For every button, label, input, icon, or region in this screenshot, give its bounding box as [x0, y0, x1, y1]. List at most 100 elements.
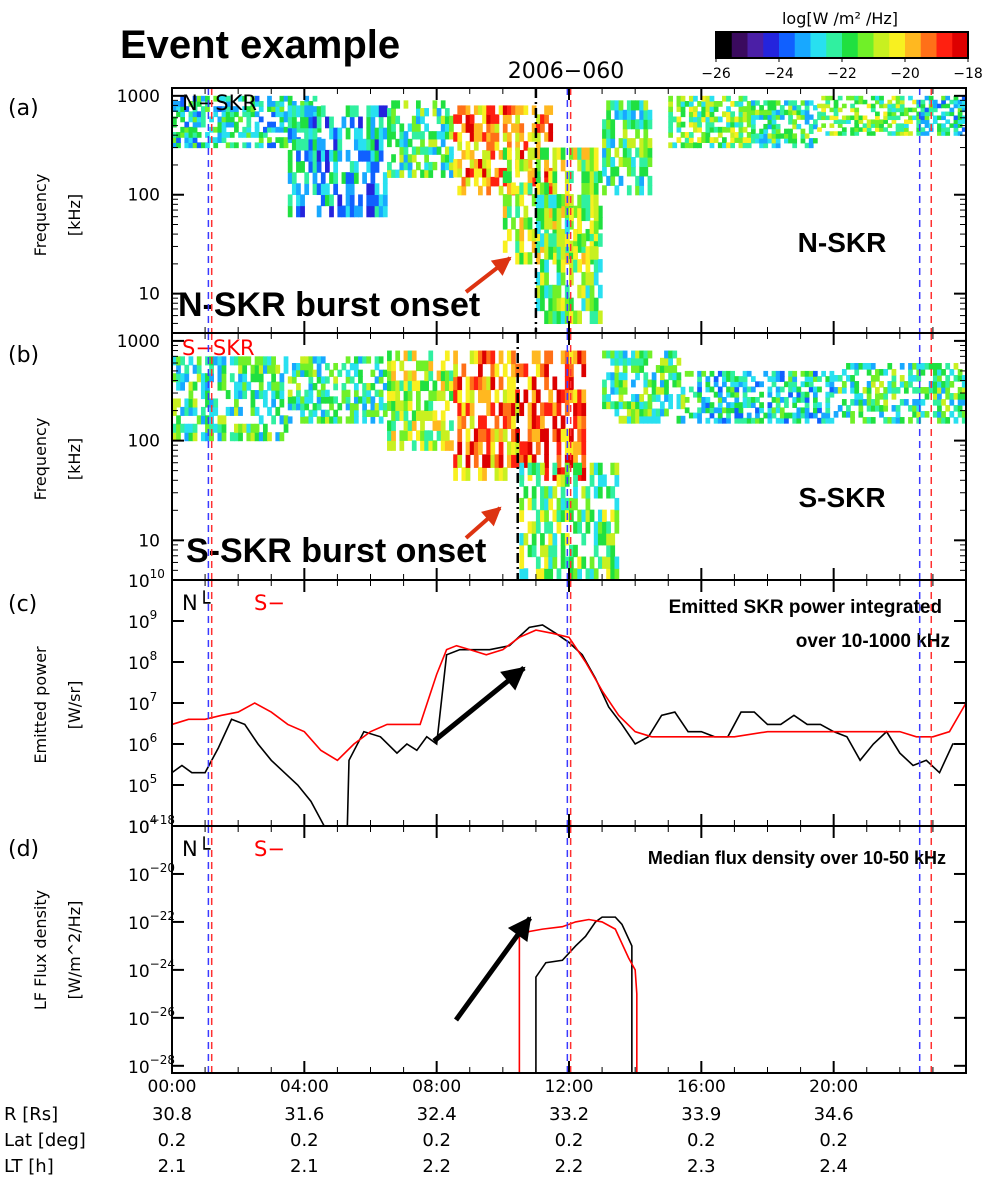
spectrogram-cell: [808, 142, 814, 149]
spectrogram-cell: [709, 407, 715, 414]
spectrogram-cell: [552, 170, 558, 184]
spectrogram-cell: [722, 376, 727, 382]
spectrogram-cell: [395, 115, 401, 125]
spectrogram-cell: [581, 271, 587, 286]
spectrogram-cell: [283, 423, 289, 433]
spectrogram-cell: [304, 95, 310, 102]
annotation-median-flux: Median flux density over 10-50 kHz: [648, 848, 946, 868]
spectrogram-cell: [788, 376, 793, 382]
spectrogram-cell: [767, 412, 773, 419]
spectrogram-cell: [953, 123, 959, 128]
spectrogram-cell: [622, 147, 628, 158]
spectrogram-cell: [709, 106, 715, 112]
spectrogram-cell: [912, 107, 917, 113]
spectrogram-cell: [767, 119, 773, 125]
spectrogram-cell: [172, 406, 177, 416]
spectrogram-cell: [618, 100, 624, 111]
spectrogram-cell: [544, 350, 549, 365]
spectrogram-cell: [891, 417, 897, 424]
spectrogram-cell: [945, 131, 951, 136]
spectrogram-cell: [515, 132, 520, 142]
spectrogram-cell: [610, 568, 616, 581]
y-tick-label: 100: [128, 186, 160, 206]
spectrogram-cell: [825, 396, 831, 403]
spectrogram-cell: [672, 142, 678, 149]
spectrogram-cell: [184, 137, 190, 143]
spectrogram-cell: [478, 467, 483, 481]
spectrogram-cell: [734, 402, 740, 409]
time-tick-label: 00:00: [148, 1077, 197, 1097]
spectrogram-cell: [618, 394, 624, 402]
spectrogram-cell: [556, 220, 562, 234]
spectrogram-cell: [593, 246, 599, 260]
spectrogram-cell: [788, 128, 793, 134]
spectrogram-cell: [246, 121, 252, 128]
spectrogram-cell: [854, 363, 860, 370]
spectrogram-cell: [172, 423, 177, 433]
spectrogram-cell: [353, 105, 359, 118]
spectrogram-cell: [221, 121, 227, 128]
spectrogram-cell: [610, 462, 616, 476]
spectrogram-cell: [932, 411, 938, 418]
spectrogram-cell: [387, 123, 392, 132]
y-tick-label: 10−24: [128, 957, 175, 982]
y-tick-label: 1000: [117, 332, 160, 352]
spectrogram-cell: [622, 357, 628, 366]
spectrogram-cell: [308, 409, 314, 417]
spectrogram-cell: [945, 381, 951, 388]
spectrogram-cell: [622, 401, 628, 410]
spectrogram-cell: [606, 533, 611, 546]
spectrogram-cell: [238, 432, 243, 442]
spectrogram-cell: [544, 176, 549, 187]
spectrogram-cell: [775, 417, 781, 424]
spectrogram-cell: [755, 133, 760, 139]
spectrogram-cell: [287, 116, 293, 129]
spectrogram-cell: [544, 159, 549, 172]
spectrogram-cell: [821, 370, 826, 377]
spectrogram-cell: [229, 132, 235, 138]
spectrogram-cell: [478, 363, 483, 378]
spectrogram-cell: [920, 369, 926, 376]
spectrogram-cell: [705, 402, 711, 409]
spectrogram-cell: [635, 147, 640, 158]
spectrogram-cell: [531, 402, 537, 417]
spectrogram-cell: [585, 159, 591, 172]
spectrogram-cell: [478, 415, 483, 429]
spectrogram-cell: [498, 350, 504, 365]
spectrogram-cell: [196, 111, 202, 118]
spectrogram-cell: [610, 138, 616, 149]
spectrogram-cell: [693, 121, 698, 128]
spectrogram-cell: [486, 176, 492, 187]
panel-corner-label: S−SKR: [182, 336, 255, 360]
spectrogram-cell: [337, 138, 343, 151]
spectrogram-cell: [854, 115, 860, 121]
spectrogram-cell: [945, 387, 951, 394]
spectrogram-cell: [643, 147, 649, 158]
spectrogram-cell: [333, 127, 339, 140]
spectrogram-cell: [225, 406, 231, 416]
spectrogram-cell: [792, 100, 798, 106]
spectrogram-cell: [635, 185, 640, 196]
spectrogram-cell: [895, 103, 901, 109]
spectrogram-cell: [358, 127, 363, 140]
panel-b-yunit: [kHz]: [65, 438, 84, 480]
spectrogram-cell: [734, 376, 740, 382]
spectrogram-cell: [618, 379, 624, 388]
spectrogram-cell: [275, 406, 281, 416]
spectrogram-cell: [544, 182, 549, 195]
spectrogram-cell: [560, 556, 566, 569]
spectrogram-cell: [424, 146, 429, 155]
spectrogram-cell: [246, 132, 252, 138]
spectrogram-cell: [304, 389, 310, 397]
spectrogram-cell: [610, 350, 616, 359]
spectrogram-cell: [788, 119, 793, 125]
spectrogram-cell: [891, 369, 897, 376]
spectrogram-cell: [589, 474, 595, 487]
ephemeris-value: 0.2: [555, 1130, 584, 1151]
spectrogram-cell: [800, 138, 806, 144]
spectrogram-cell: [709, 386, 715, 393]
spectrogram-cell: [420, 410, 425, 421]
spectrogram-cell: [399, 360, 405, 372]
spectrogram-cell: [180, 406, 186, 416]
spectrogram-cell: [688, 132, 694, 138]
